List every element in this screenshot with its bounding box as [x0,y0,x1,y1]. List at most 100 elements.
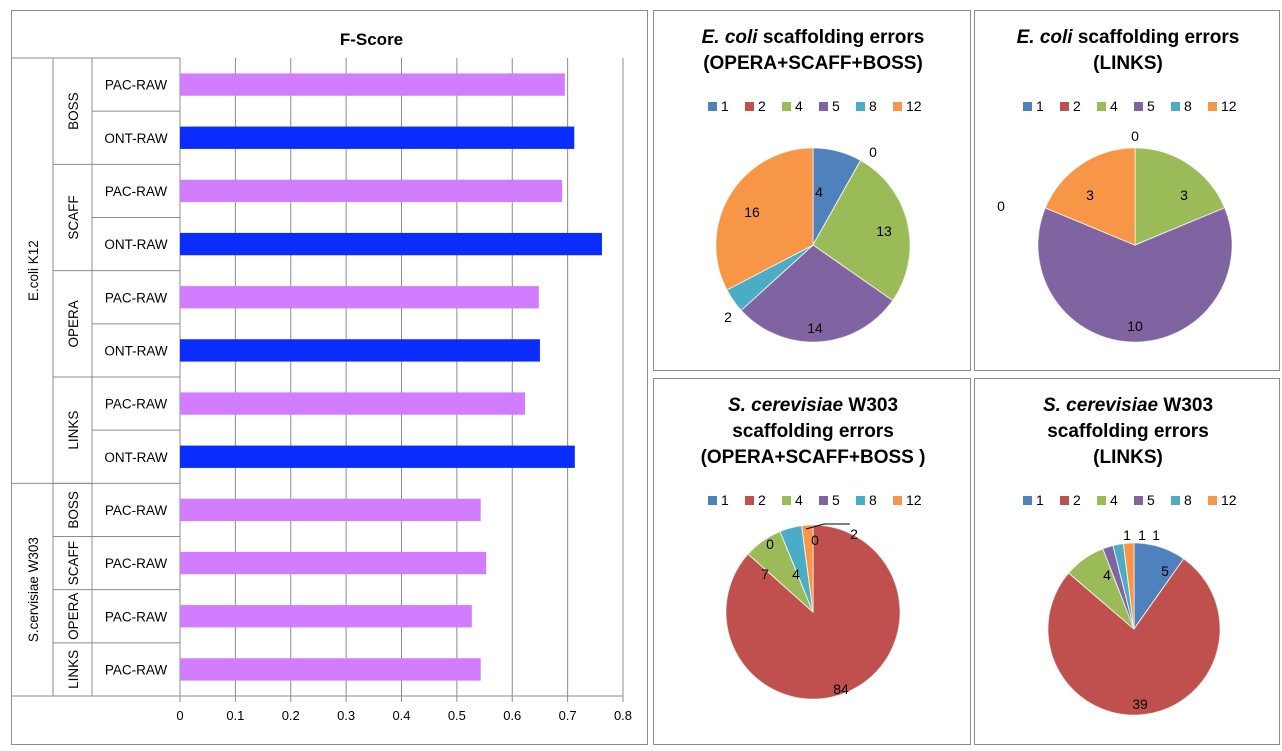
legend-swatch [856,102,865,111]
pie-slice-shade [780,525,813,612]
x-tick-label: 0.8 [614,708,632,723]
bar [180,392,525,415]
legend-swatch [1060,102,1069,111]
pie-slice-shade [1068,548,1134,629]
legend-swatch [1097,496,1106,505]
pie-slice-shade [1038,207,1232,342]
legend-swatch [856,496,865,505]
bar [180,286,539,309]
pie-slice-shade [741,245,893,342]
pie-panel-scer-links: S. cerevisiae W303 scaffolding errors (LIN… [974,378,1280,745]
x-tick-label: 0 [176,708,183,723]
bar [180,339,540,362]
legend-label: 12 [1221,98,1237,114]
category-label: PAC-RAW [105,397,168,412]
legend-swatch [1208,102,1217,111]
legend-swatch [1060,496,1069,505]
category-label: PAC-RAW [105,78,168,93]
x-tick-label: 0.3 [337,708,355,723]
tool-label: SCAFF [66,541,81,585]
legend-label: 12 [1221,492,1237,508]
x-tick-label: 0.2 [282,708,300,723]
bar [180,73,565,96]
slice-label: 1 [1123,527,1131,543]
legend-label: 5 [832,492,840,508]
slice-label: 4 [815,184,823,200]
legend-label: 5 [1147,492,1155,508]
slice-label: 16 [744,204,760,220]
legend-swatch [819,102,828,111]
tool-label: SCAFF [66,195,81,239]
tool-label: BOSS [66,92,81,130]
bar [180,658,481,681]
slice-label: 1 [1152,527,1160,543]
pie-panel-scer-combined: S. cerevisiae W303 scaffolding errors (OPE… [653,378,971,745]
legend-label: 8 [869,98,877,114]
legend-label: 2 [758,98,766,114]
slice-label: 39 [1132,696,1148,712]
legend-swatch [893,102,902,111]
bar [180,498,481,522]
slice-label: 0 [997,198,1005,214]
tool-label: OPERA [66,300,81,347]
category-label: ONT-RAW [104,237,167,252]
pie-title-italic: E. coli [702,27,759,48]
pie-slice-shade [1134,543,1184,629]
legend-swatch [1134,496,1143,505]
legend-swatch [1134,102,1143,111]
pie-title-rest: W303 [1158,395,1213,416]
x-tick-label: 0.5 [448,708,466,723]
legend-swatch [893,496,902,505]
legend-label: 8 [1184,98,1192,114]
slice-label: 13 [876,223,892,239]
category-label: ONT-RAW [104,450,167,465]
bar-chart-panel: F-Score 0 0.1 0.2 0.3 0.4 0.5 0.6 0.7 0.8 PAC-RAW O… [11,10,648,745]
pie-slice-shade [1045,148,1135,245]
tool-label: LINKS [66,411,81,450]
slice-label: 7 [761,566,769,582]
legend-swatch [1171,102,1180,111]
pie-title-line: (LINKS) [1093,447,1163,468]
category-label: PAC-RAW [105,503,168,518]
slice-label: 0 [1131,128,1139,144]
pie-slice-shade [801,525,813,612]
legend-label: 5 [832,98,840,114]
x-tick-label: 0.7 [559,708,577,723]
legend-label: 4 [795,492,803,508]
legend-swatch [708,496,717,505]
slice-label: 84 [833,681,849,697]
legend-label: 2 [758,492,766,508]
legend-label: 4 [1110,492,1118,508]
slice-label: 0 [766,536,774,552]
legend-swatch [1208,496,1217,505]
pie-title-line: (OPERA+SCAFF+BOSS ) [701,447,926,468]
legend-swatch [745,496,754,505]
pie-panel-ecoli-combined: E. coli scaffolding errors (OPERA+SCAFF+B… [653,10,971,371]
pie-chart-scer-links: S. cerevisiae W303 scaffolding errors (LIN… [1023,395,1237,716]
pie-slice-shade [716,148,813,290]
legend-swatch [745,102,754,111]
x-tick-label: 0.4 [392,708,410,723]
legend-label: 2 [1073,98,1081,114]
bar [180,126,575,149]
slice-label: 3 [1086,187,1094,203]
pie-chart-scer-combined: S. cerevisiae W303 scaffolding errors (OPE… [701,395,926,700]
bar [180,551,487,575]
pie-slice-shade [1123,543,1134,629]
pie-title: S. cerevisiae W303 [728,395,898,416]
slice-label: 4 [1103,567,1111,583]
pie-chart-ecoli-links: E. coli scaffolding errors(LINKS)1 2 4 5 8 12… [997,27,1239,343]
tool-label: BOSS [66,491,81,529]
bar [180,179,563,203]
slice-label: 5 [1161,563,1169,579]
pie-title: E. coli scaffolding errors [702,27,925,48]
leader-line [805,523,850,530]
pie-title-line: (LINKS) [1093,53,1163,74]
legend-label: 1 [721,492,729,508]
legend-label: 12 [906,492,922,508]
pie-title-italic: E. coli [1017,27,1074,48]
category-label: PAC-RAW [105,184,168,199]
pie-slice-shade [726,245,813,311]
organism-label: S.cervisiae W303 [26,537,41,642]
legend-label: 1 [721,98,729,114]
